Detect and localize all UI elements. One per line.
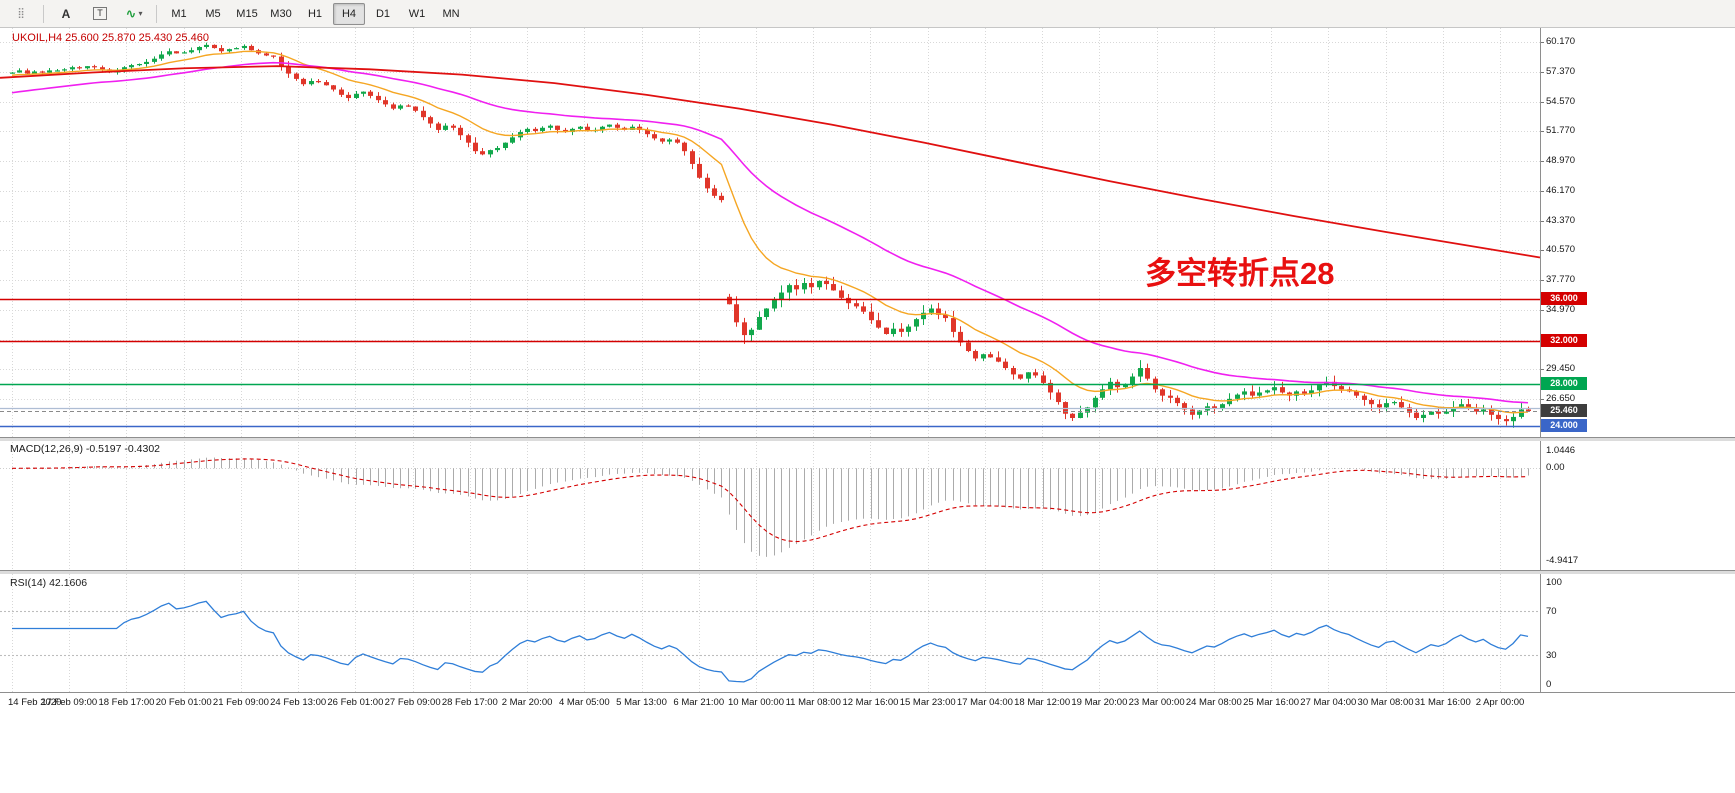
timeframe-button-m15[interactable]: M15: [236, 7, 258, 20]
timeframe-button-m30[interactable]: M30: [270, 7, 292, 20]
window-handle-icon: ⣿: [17, 8, 25, 19]
panel-splitter[interactable]: [0, 437, 1735, 441]
indicators-dropdown-icon: ∿: [125, 5, 137, 21]
toolbar-separator: [156, 4, 157, 23]
window-handle-button[interactable]: ⣿: [5, 3, 37, 25]
rsi-indicator-label: RSI(14) 42.1606: [10, 577, 88, 589]
chart-annotation: 多空转折点28: [1145, 256, 1335, 291]
toolbar-tools-group: A T ∿ ▾: [49, 3, 151, 25]
time-axis[interactable]: [0, 692, 1735, 721]
text-tool-button[interactable]: A: [50, 3, 82, 25]
timeframe-button-h1[interactable]: H1: [307, 7, 323, 20]
toolbar-timeframes-group: M1 M5 M15 M30 H1 H4 D1 W1 MN: [162, 2, 468, 25]
text-tool-icon: A: [61, 6, 71, 21]
dropdown-caret-icon: ▾: [138, 9, 143, 18]
timeframe-button-h4[interactable]: H4: [333, 2, 365, 25]
timeframe-button-mn[interactable]: MN: [442, 7, 460, 20]
timeframe-button-m5[interactable]: M5: [205, 7, 221, 20]
toolbar-separator: [43, 4, 44, 23]
toolbar-handle-group: ⣿: [4, 3, 38, 25]
timeframe-button-m1[interactable]: M1: [171, 7, 187, 20]
timeframe-button-d1[interactable]: D1: [375, 7, 391, 20]
indicators-dropdown-button[interactable]: ∿ ▾: [118, 3, 150, 25]
label-tool-button[interactable]: T: [84, 3, 116, 25]
price-axis[interactable]: [1540, 28, 1735, 692]
macd-indicator-label: MACD(12,26,9) -0.5197 -0.4302: [10, 443, 160, 455]
chart-ohlc-title: UKOIL,H4 25.600 25.870 25.430 25.460: [12, 32, 209, 44]
label-tool-icon: T: [93, 7, 107, 20]
timeframe-button-w1[interactable]: W1: [408, 7, 426, 20]
toolbar: ⣿ A T ∿ ▾ M1 M5 M15 M30 H1 H4 D1 W1 MN: [0, 0, 1735, 28]
panel-splitter[interactable]: [0, 570, 1735, 574]
